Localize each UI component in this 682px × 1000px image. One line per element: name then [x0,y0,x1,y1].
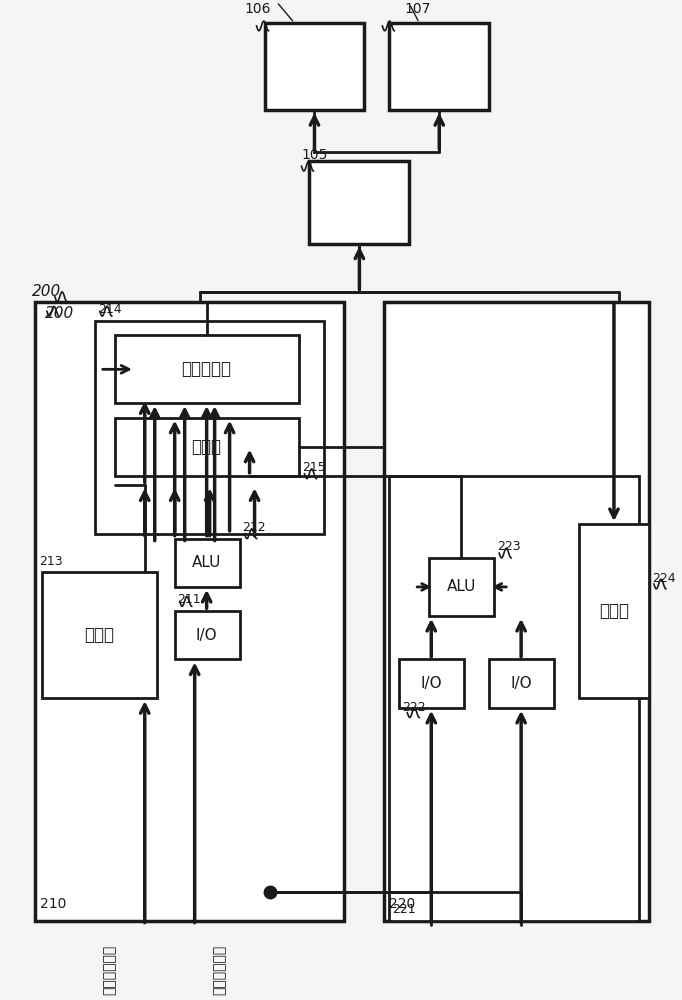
Text: 213: 213 [39,555,63,568]
Text: 223: 223 [497,540,521,553]
FancyBboxPatch shape [579,524,649,698]
Text: 210: 210 [40,897,66,911]
Text: 215: 215 [303,461,326,474]
FancyBboxPatch shape [385,302,649,921]
FancyBboxPatch shape [175,611,239,659]
FancyBboxPatch shape [389,476,639,921]
Text: 105: 105 [301,148,328,162]
Text: I/O: I/O [196,628,218,643]
FancyBboxPatch shape [489,659,554,708]
Text: 214: 214 [98,303,121,316]
Text: 200: 200 [45,306,74,321]
FancyBboxPatch shape [400,659,464,708]
Text: 107: 107 [404,2,431,16]
Text: 一次判断部: 一次判断部 [181,360,232,378]
Text: 推測部: 推測部 [84,626,114,644]
Text: 变速档位信号: 变速档位信号 [213,945,226,995]
Text: 211: 211 [177,593,201,606]
FancyBboxPatch shape [115,418,299,476]
Text: 220: 220 [389,897,415,911]
Text: 106: 106 [245,2,271,16]
FancyBboxPatch shape [35,302,344,921]
Text: I/O: I/O [421,676,442,691]
Text: 221: 221 [392,903,416,916]
Text: ALU: ALU [447,579,476,594]
FancyBboxPatch shape [429,558,494,616]
Text: 行驶状态数据: 行驶状态数据 [103,945,117,995]
Text: 222: 222 [402,701,426,714]
Text: I/O: I/O [510,676,532,691]
FancyBboxPatch shape [265,23,364,110]
FancyBboxPatch shape [175,539,239,587]
Text: 监测部: 监测部 [192,438,222,456]
FancyBboxPatch shape [115,335,299,403]
FancyBboxPatch shape [389,23,489,110]
FancyBboxPatch shape [95,321,325,534]
Text: 监测部: 监测部 [599,602,629,620]
FancyBboxPatch shape [310,161,409,244]
Text: 212: 212 [243,521,266,534]
Text: 224: 224 [652,572,676,585]
Text: ALU: ALU [192,555,222,570]
Text: 200: 200 [32,284,61,299]
FancyBboxPatch shape [42,572,157,698]
